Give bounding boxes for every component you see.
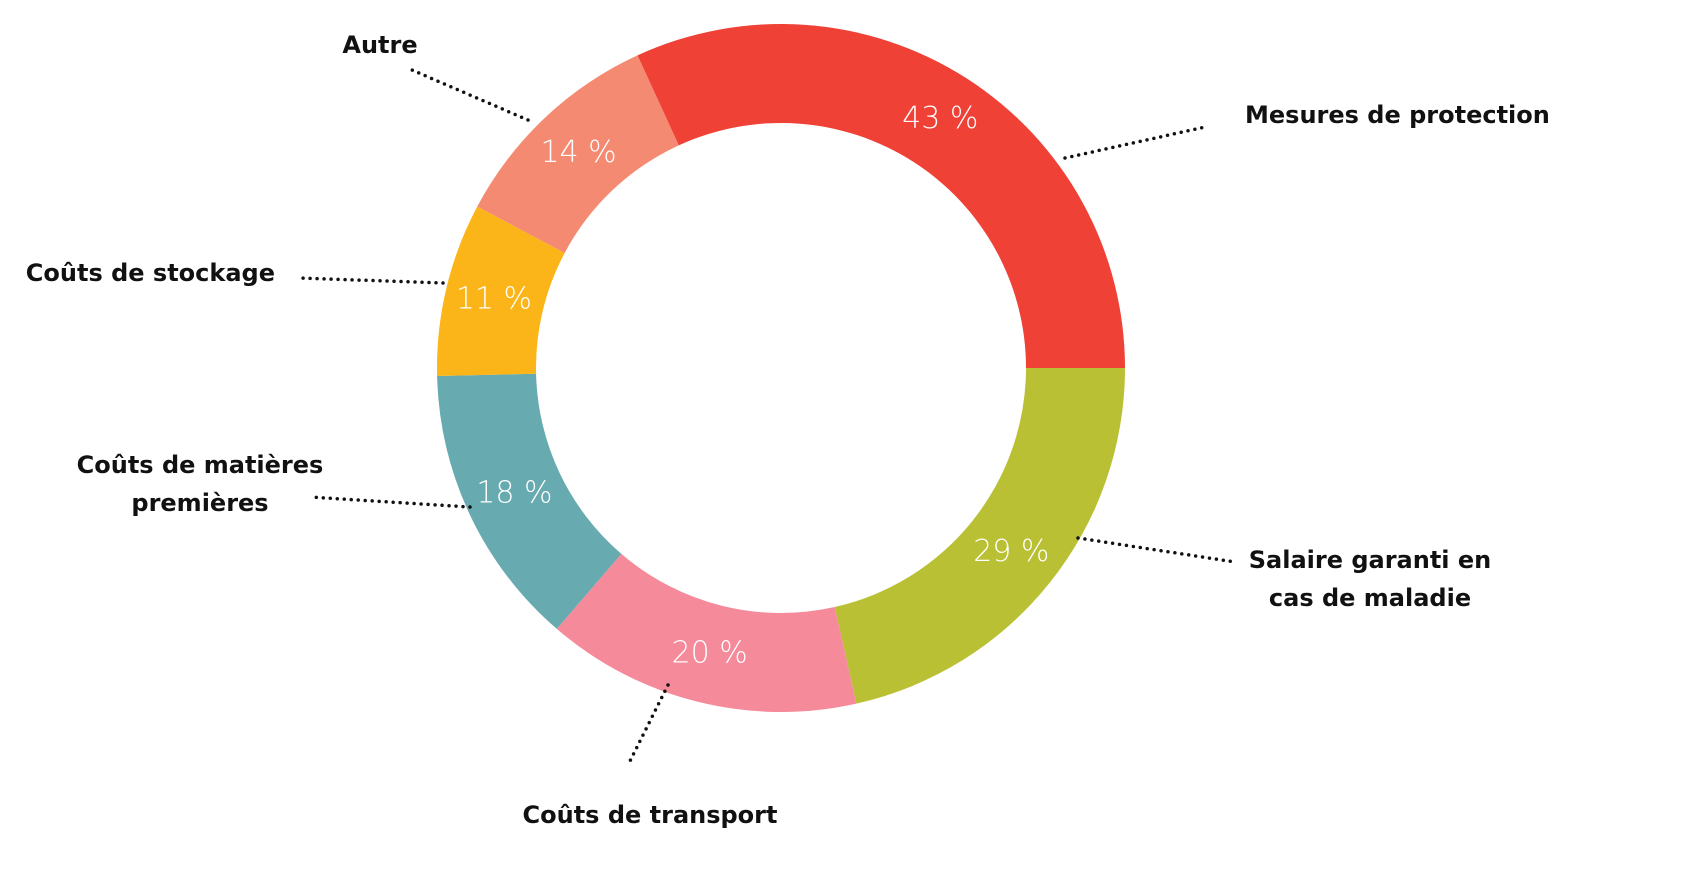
category-label: Mesures de protection — [1245, 101, 1550, 129]
leader-line — [298, 276, 445, 285]
donut-segment — [437, 206, 565, 377]
donut-segment — [834, 368, 1125, 704]
category-label: Autre — [342, 31, 418, 59]
leader-line — [308, 495, 472, 509]
value-label: 18 % — [476, 476, 552, 511]
value-label: 14 % — [540, 135, 616, 170]
donut-segment — [637, 23, 1125, 368]
category-label: Salaire garanti en cas de maladie — [1248, 546, 1492, 612]
donut-segment — [556, 553, 857, 712]
category-label: Coûts de stockage — [25, 259, 275, 287]
value-label: 29 % — [973, 534, 1049, 569]
donut-segment — [477, 55, 679, 253]
leader-line — [1076, 536, 1237, 564]
category-label: Coûts de transport — [522, 801, 778, 829]
leader-line — [410, 68, 530, 122]
category-label: Coûts de matières premières — [76, 451, 324, 517]
value-label: 20 % — [672, 636, 748, 671]
value-label: 11 % — [456, 281, 532, 316]
leader-line — [626, 683, 670, 767]
leader-line — [1063, 125, 1207, 160]
value-label: 43 % — [902, 101, 978, 136]
donut-segment — [437, 373, 622, 629]
